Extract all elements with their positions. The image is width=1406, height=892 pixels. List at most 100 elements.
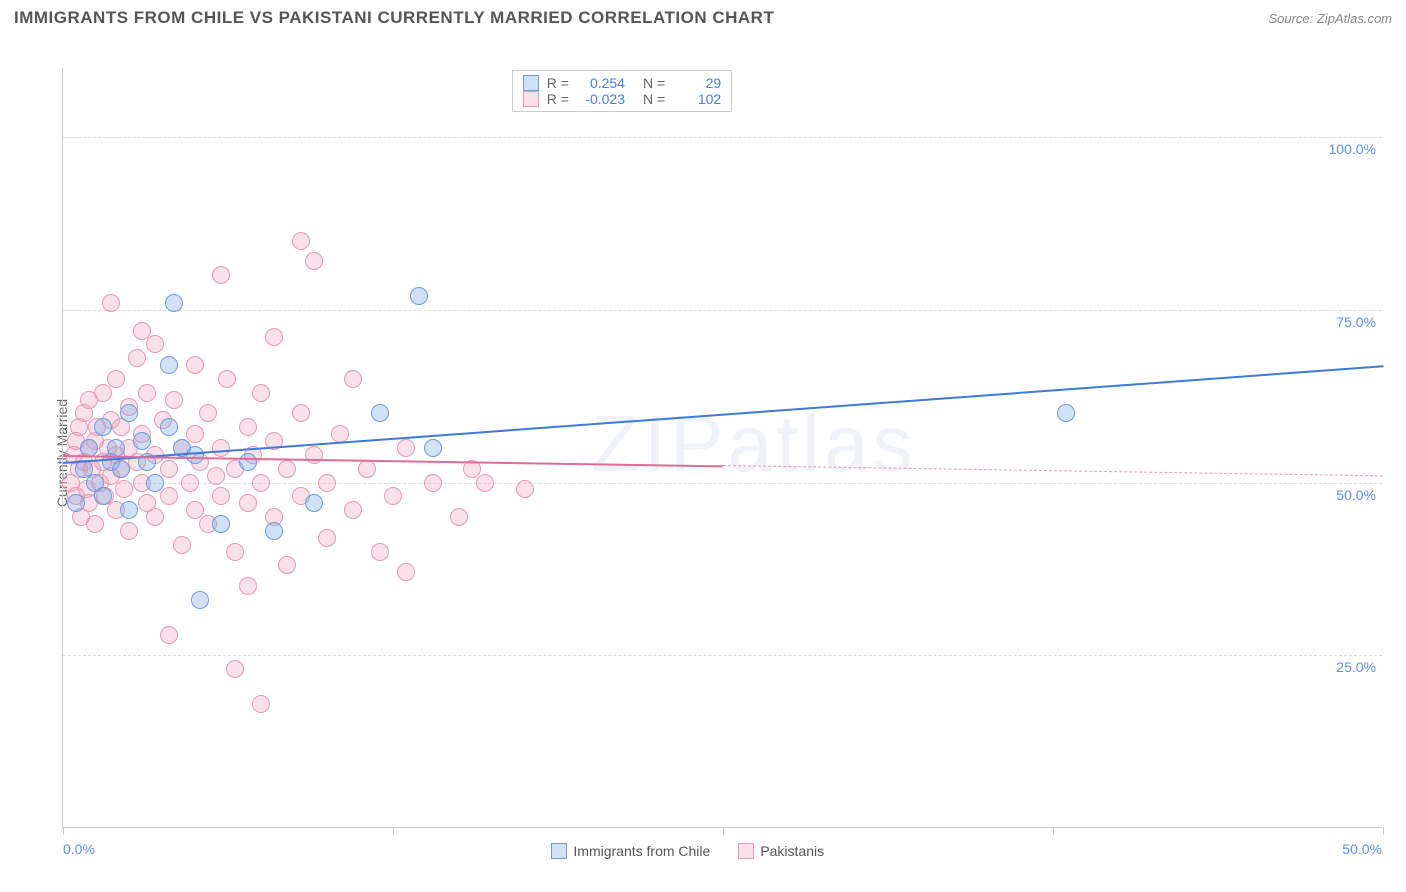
scatter-point-pink (128, 349, 146, 367)
legend-item: Pakistanis (738, 843, 824, 859)
source-attribution: Source: ZipAtlas.com (1268, 11, 1392, 26)
chart-title: IMMIGRANTS FROM CHILE VS PAKISTANI CURRE… (14, 8, 774, 28)
scatter-point-blue (120, 404, 138, 422)
scatter-point-pink (120, 522, 138, 540)
scatter-point-blue (107, 439, 125, 457)
scatter-point-pink (516, 480, 534, 498)
scatter-point-blue (1057, 404, 1075, 422)
scatter-point-pink (278, 460, 296, 478)
scatter-point-pink (186, 425, 204, 443)
scatter-point-pink (344, 370, 362, 388)
scatter-point-blue (424, 439, 442, 457)
x-tick-label: 0.0% (63, 841, 95, 857)
scatter-point-pink (207, 467, 225, 485)
plot-region: 25.0%50.0%75.0%100.0%0.0%50.0%ZIPatlasR … (62, 68, 1382, 828)
chart-area: Currently Married 25.0%50.0%75.0%100.0%0… (14, 38, 1392, 868)
r-label: R = (547, 91, 569, 107)
scatter-point-pink (94, 384, 112, 402)
x-tick (723, 827, 724, 835)
scatter-point-pink (186, 356, 204, 374)
r-value: 0.254 (577, 75, 625, 91)
n-label: N = (643, 75, 665, 91)
scatter-point-blue (120, 501, 138, 519)
scatter-point-blue (94, 418, 112, 436)
trendline-pink-dash (723, 465, 1383, 476)
scatter-point-pink (239, 577, 257, 595)
scatter-point-pink (318, 529, 336, 547)
scatter-point-blue (146, 474, 164, 492)
scatter-point-pink (450, 508, 468, 526)
scatter-point-pink (265, 328, 283, 346)
x-tick (1383, 827, 1384, 835)
scatter-point-pink (146, 508, 164, 526)
r-value: -0.023 (577, 91, 625, 107)
scatter-point-pink (397, 439, 415, 457)
trendline-blue (63, 365, 1383, 464)
x-tick (63, 827, 64, 835)
scatter-point-blue (80, 439, 98, 457)
scatter-point-pink (138, 384, 156, 402)
y-tick-label: 25.0% (1336, 659, 1376, 675)
x-tick-label: 50.0% (1342, 841, 1382, 857)
scatter-point-blue (160, 418, 178, 436)
scatter-point-pink (278, 556, 296, 574)
legend-row: R = -0.023 N = 102 (523, 91, 721, 107)
scatter-point-pink (212, 266, 230, 284)
scatter-point-pink (239, 494, 257, 512)
y-tick-label: 50.0% (1336, 487, 1376, 503)
scatter-point-pink (165, 391, 183, 409)
scatter-point-pink (384, 487, 402, 505)
scatter-point-pink (226, 660, 244, 678)
gridline (63, 137, 1382, 138)
scatter-point-pink (212, 487, 230, 505)
n-value: 102 (673, 91, 721, 107)
scatter-point-pink (239, 418, 257, 436)
scatter-point-blue (133, 432, 151, 450)
scatter-point-blue (265, 522, 283, 540)
scatter-point-pink (397, 563, 415, 581)
scatter-point-blue (212, 515, 230, 533)
scatter-point-pink (424, 474, 442, 492)
x-tick (393, 827, 394, 835)
legend-swatch (523, 91, 539, 107)
scatter-point-pink (292, 232, 310, 250)
scatter-point-pink (371, 543, 389, 561)
y-tick-label: 75.0% (1336, 314, 1376, 330)
legend-row: R = 0.254 N = 29 (523, 75, 721, 91)
legend-label: Pakistanis (760, 843, 824, 859)
scatter-point-blue (186, 446, 204, 464)
r-label: R = (547, 75, 569, 91)
scatter-point-pink (86, 515, 104, 533)
scatter-point-pink (344, 501, 362, 519)
y-tick-label: 100.0% (1329, 141, 1376, 157)
scatter-point-pink (252, 695, 270, 713)
scatter-point-blue (112, 460, 130, 478)
scatter-point-pink (212, 439, 230, 457)
scatter-point-pink (226, 543, 244, 561)
legend-label: Immigrants from Chile (573, 843, 710, 859)
scatter-point-pink (305, 446, 323, 464)
scatter-point-pink (252, 474, 270, 492)
scatter-point-blue (305, 494, 323, 512)
series-legend: Immigrants from Chile Pakistanis (551, 843, 824, 859)
scatter-point-pink (160, 626, 178, 644)
scatter-point-blue (371, 404, 389, 422)
scatter-point-pink (305, 252, 323, 270)
scatter-point-pink (476, 474, 494, 492)
scatter-point-blue (410, 287, 428, 305)
scatter-point-pink (318, 474, 336, 492)
gridline (63, 310, 1382, 311)
scatter-point-pink (199, 404, 217, 422)
scatter-point-pink (102, 294, 120, 312)
legend-swatch (523, 75, 539, 91)
legend-item: Immigrants from Chile (551, 843, 710, 859)
scatter-point-pink (160, 460, 178, 478)
n-label: N = (643, 91, 665, 107)
n-value: 29 (673, 75, 721, 91)
scatter-point-pink (115, 480, 133, 498)
scatter-point-pink (218, 370, 236, 388)
scatter-point-pink (107, 370, 125, 388)
scatter-point-blue (94, 487, 112, 505)
scatter-point-pink (181, 474, 199, 492)
scatter-point-blue (165, 294, 183, 312)
